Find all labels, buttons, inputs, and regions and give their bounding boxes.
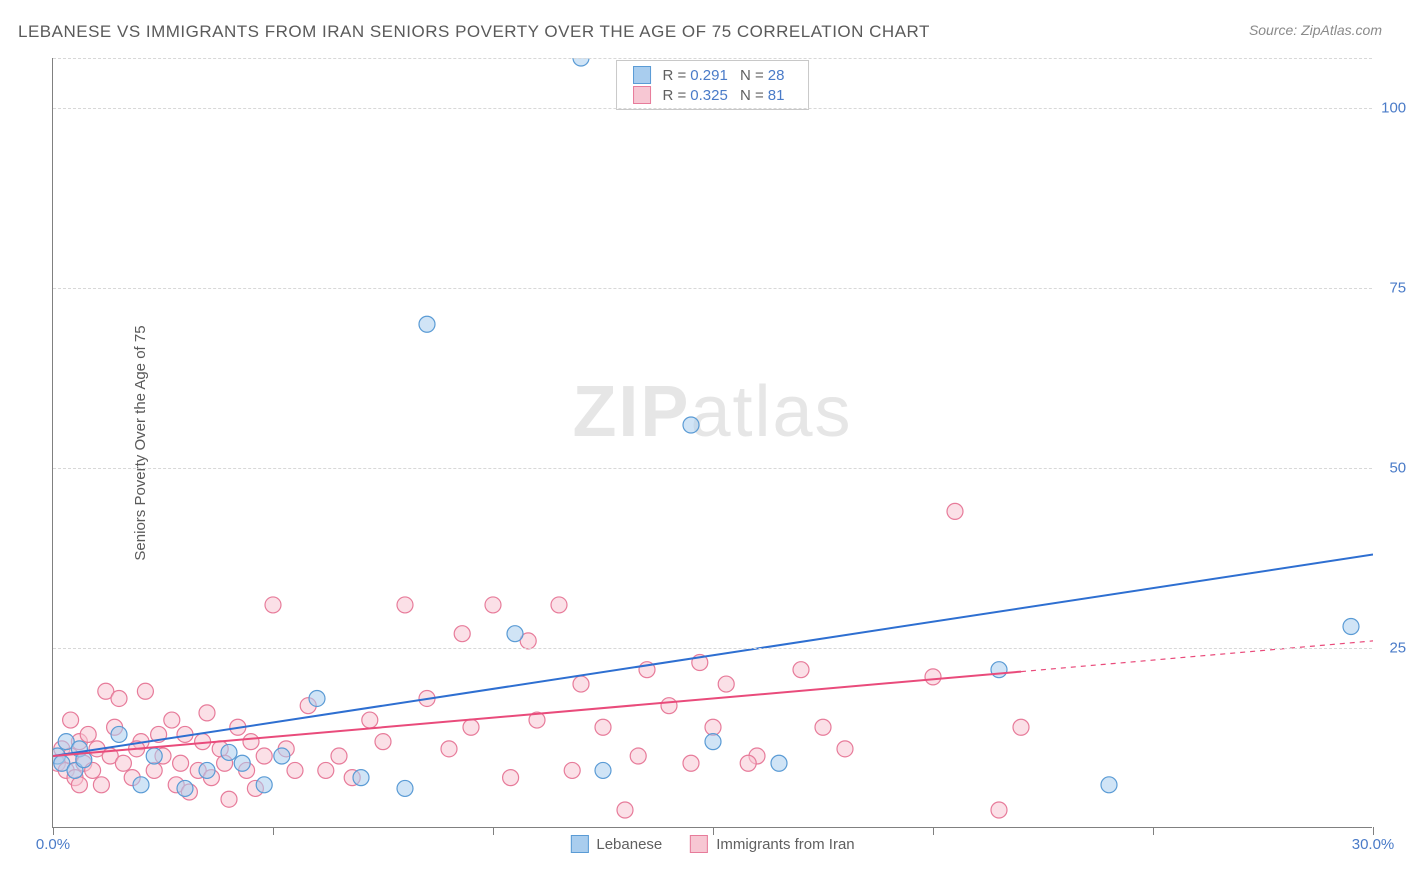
data-point (837, 741, 853, 757)
data-point (397, 597, 413, 613)
data-point (573, 676, 589, 692)
data-point (111, 726, 127, 742)
data-point (454, 626, 470, 642)
data-point (199, 762, 215, 778)
data-point (718, 676, 734, 692)
y-tick-label: 100.0% (1381, 100, 1406, 117)
data-point (133, 777, 149, 793)
gridline (53, 288, 1372, 289)
data-point (503, 770, 519, 786)
y-tick-label: 25.0% (1389, 640, 1406, 657)
data-point (256, 777, 272, 793)
data-point (309, 690, 325, 706)
data-point (947, 503, 963, 519)
data-point (63, 712, 79, 728)
gridline (53, 468, 1372, 469)
data-point (595, 719, 611, 735)
legend-label: Lebanese (596, 836, 662, 853)
chart-title: LEBANESE VS IMMIGRANTS FROM IRAN SENIORS… (18, 22, 930, 42)
data-point (485, 597, 501, 613)
data-point (243, 734, 259, 750)
data-point (419, 316, 435, 332)
data-point (353, 770, 369, 786)
x-tick-label: 0.0% (36, 836, 70, 853)
gridline (53, 648, 1372, 649)
data-point (173, 755, 189, 771)
data-point (740, 755, 756, 771)
data-point (111, 690, 127, 706)
plot-area: Seniors Poverty Over the Age of 75 ZIPat… (52, 58, 1372, 828)
data-point (564, 762, 580, 778)
swatch-icon (690, 835, 708, 853)
data-point (991, 662, 1007, 678)
data-point (397, 780, 413, 796)
data-point (137, 683, 153, 699)
x-tick (273, 827, 274, 835)
data-point (991, 802, 1007, 818)
x-tick (493, 827, 494, 835)
swatch-icon (570, 835, 588, 853)
x-tick (1373, 827, 1374, 835)
data-point (287, 762, 303, 778)
data-point (683, 417, 699, 433)
x-tick (933, 827, 934, 835)
data-point (705, 734, 721, 750)
data-point (1343, 619, 1359, 635)
data-point (1101, 777, 1117, 793)
data-point (683, 755, 699, 771)
data-point (925, 669, 941, 685)
data-point (705, 719, 721, 735)
data-point (793, 662, 809, 678)
source-attribution: Source: ZipAtlas.com (1249, 22, 1382, 38)
data-point (1013, 719, 1029, 735)
data-point (177, 780, 193, 796)
data-point (71, 777, 87, 793)
data-point (80, 726, 96, 742)
x-tick-label: 30.0% (1352, 836, 1395, 853)
legend-item-lebanese: Lebanese (570, 835, 662, 853)
data-point (199, 705, 215, 721)
data-point (771, 755, 787, 771)
data-point (274, 748, 290, 764)
gridline (53, 108, 1372, 109)
data-point (815, 719, 831, 735)
x-tick (713, 827, 714, 835)
data-point (265, 597, 281, 613)
data-point (146, 762, 162, 778)
legend-item-iran: Immigrants from Iran (690, 835, 854, 853)
x-tick (1153, 827, 1154, 835)
data-point (595, 762, 611, 778)
data-point (115, 755, 131, 771)
data-point (617, 802, 633, 818)
data-point (551, 597, 567, 613)
y-tick-label: 75.0% (1389, 280, 1406, 297)
data-point (630, 748, 646, 764)
data-point (318, 762, 334, 778)
data-point (441, 741, 457, 757)
data-point (221, 744, 237, 760)
data-point (146, 748, 162, 764)
data-point (234, 755, 250, 771)
data-point (507, 626, 523, 642)
gridline (53, 58, 1372, 59)
data-point (362, 712, 378, 728)
data-point (256, 748, 272, 764)
scatter-svg (53, 58, 1373, 828)
data-point (331, 748, 347, 764)
data-point (164, 712, 180, 728)
legend: Lebanese Immigrants from Iran (570, 835, 854, 853)
legend-label: Immigrants from Iran (716, 836, 854, 853)
data-point (661, 698, 677, 714)
data-point (573, 58, 589, 66)
y-tick-label: 50.0% (1389, 460, 1406, 477)
data-point (221, 791, 237, 807)
regression-line (53, 672, 1021, 756)
data-point (463, 719, 479, 735)
x-tick (53, 827, 54, 835)
data-point (93, 777, 109, 793)
regression-line-extrapolated (1021, 641, 1373, 672)
data-point (375, 734, 391, 750)
